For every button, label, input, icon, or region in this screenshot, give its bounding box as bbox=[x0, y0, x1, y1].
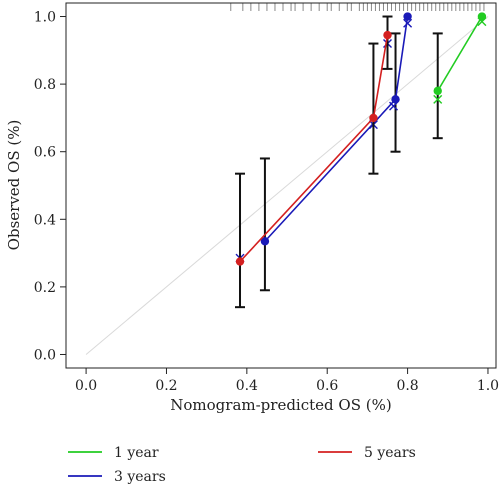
cross-mark bbox=[389, 101, 399, 111]
legend-item-1-year: 1 year bbox=[68, 445, 159, 461]
y-axis: 0.0 0.2 0.4 0.6 0.8 1.0 bbox=[34, 10, 66, 363]
y-tick-label: 0.2 bbox=[34, 280, 56, 296]
cross-mark bbox=[433, 94, 443, 104]
plot-frame bbox=[65, 2, 497, 369]
x-tick-label: 0.8 bbox=[396, 378, 418, 394]
legend-label: 1 year bbox=[114, 445, 159, 461]
series-1-year bbox=[432, 12, 487, 140]
y-tick-label: 0.6 bbox=[34, 145, 56, 161]
x-axis: 0.0 0.2 0.4 0.6 0.8 1.0 bbox=[75, 368, 499, 394]
legend-item-5-years: 5 years bbox=[318, 445, 416, 461]
legend-label: 5 years bbox=[364, 445, 416, 461]
data-point bbox=[383, 30, 392, 40]
data-point bbox=[235, 257, 245, 266]
data-point bbox=[433, 86, 442, 96]
diagonal-reference-line bbox=[85, 16, 489, 355]
legend: 1 year 3 years 5 years bbox=[68, 445, 416, 485]
y-tick-label: 0.8 bbox=[34, 77, 56, 93]
series-layer bbox=[235, 12, 487, 309]
data-point bbox=[391, 95, 400, 104]
series-5-years bbox=[235, 15, 393, 309]
series-line bbox=[437, 16, 483, 92]
y-tick-label: 1.0 bbox=[34, 10, 56, 26]
rug-marks bbox=[230, 3, 485, 11]
y-axis-label: Observed OS (%) bbox=[5, 120, 23, 251]
legend-item-3-years: 3 years bbox=[68, 469, 166, 485]
y-tick-label: 0.0 bbox=[34, 347, 56, 363]
data-point bbox=[260, 237, 270, 246]
data-point bbox=[369, 113, 378, 123]
x-tick-label: 0.0 bbox=[75, 378, 97, 394]
legend-label: 3 years bbox=[114, 469, 166, 485]
series-line bbox=[264, 16, 409, 242]
y-tick-label: 0.4 bbox=[34, 212, 56, 228]
series-3-years bbox=[235, 12, 413, 292]
cross-mark bbox=[477, 17, 487, 27]
x-tick-label: 1.0 bbox=[477, 378, 499, 394]
x-axis-label: Nomogram-predicted OS (%) bbox=[170, 396, 391, 414]
cross-mark bbox=[403, 18, 413, 28]
x-tick-label: 0.2 bbox=[155, 378, 177, 394]
x-tick-label: 0.4 bbox=[236, 378, 258, 394]
x-tick-label: 0.6 bbox=[316, 378, 338, 394]
data-point bbox=[403, 12, 412, 21]
plot-area bbox=[65, 2, 497, 369]
series-line bbox=[239, 34, 389, 263]
